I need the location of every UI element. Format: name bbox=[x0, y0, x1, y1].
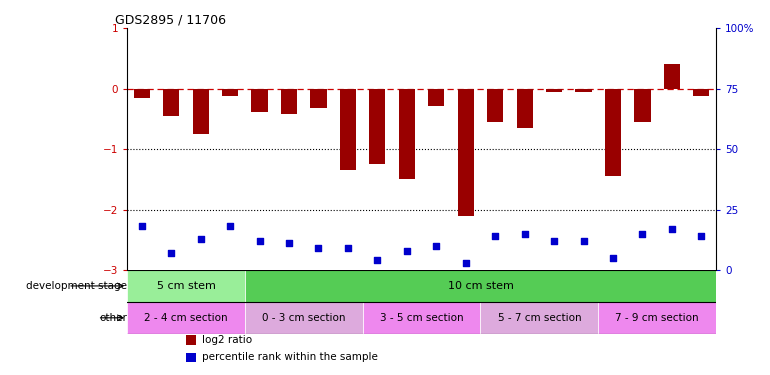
Point bbox=[578, 238, 590, 244]
Point bbox=[342, 245, 354, 251]
Bar bbox=[245, 302, 363, 334]
Text: 5 cm stem: 5 cm stem bbox=[156, 281, 216, 291]
Bar bbox=[634, 88, 651, 122]
Point bbox=[224, 224, 236, 230]
Point bbox=[313, 245, 325, 251]
Bar bbox=[127, 270, 245, 302]
Bar bbox=[186, 352, 196, 362]
Text: log2 ratio: log2 ratio bbox=[203, 335, 253, 345]
Text: other: other bbox=[99, 313, 127, 323]
Text: 0 - 3 cm section: 0 - 3 cm section bbox=[262, 313, 346, 323]
Bar bbox=[428, 88, 444, 105]
Bar bbox=[546, 88, 562, 92]
Point bbox=[489, 233, 501, 239]
Point bbox=[165, 250, 177, 256]
Bar bbox=[399, 88, 415, 179]
Point bbox=[253, 238, 266, 244]
Bar bbox=[245, 270, 716, 302]
Text: 5 - 7 cm section: 5 - 7 cm section bbox=[497, 313, 581, 323]
Bar bbox=[340, 88, 356, 170]
Bar bbox=[480, 302, 598, 334]
Bar bbox=[134, 88, 150, 98]
Point bbox=[136, 224, 148, 230]
Point bbox=[666, 226, 678, 232]
Point bbox=[548, 238, 561, 244]
Bar bbox=[487, 88, 504, 122]
Bar bbox=[252, 88, 268, 112]
Bar bbox=[575, 88, 591, 92]
Point bbox=[607, 255, 619, 261]
Bar bbox=[186, 335, 196, 345]
Text: 10 cm stem: 10 cm stem bbox=[447, 281, 514, 291]
Bar bbox=[457, 88, 474, 216]
Bar bbox=[222, 88, 238, 96]
Bar bbox=[363, 302, 480, 334]
Bar bbox=[192, 88, 209, 134]
Point bbox=[283, 240, 295, 246]
Point bbox=[371, 257, 383, 263]
Point bbox=[460, 260, 472, 266]
Bar bbox=[370, 88, 386, 164]
Bar bbox=[163, 88, 179, 116]
Bar bbox=[517, 88, 533, 128]
Point bbox=[636, 231, 648, 237]
Text: 2 - 4 cm section: 2 - 4 cm section bbox=[144, 313, 228, 323]
Bar bbox=[310, 88, 326, 108]
Point bbox=[195, 236, 207, 242]
Bar bbox=[281, 88, 297, 114]
Text: 7 - 9 cm section: 7 - 9 cm section bbox=[615, 313, 699, 323]
Bar bbox=[693, 88, 709, 96]
Point bbox=[430, 243, 443, 249]
Point bbox=[695, 233, 708, 239]
Bar bbox=[127, 302, 245, 334]
Text: GDS2895 / 11706: GDS2895 / 11706 bbox=[116, 14, 226, 27]
Bar bbox=[598, 302, 716, 334]
Bar bbox=[605, 88, 621, 176]
Point bbox=[518, 231, 531, 237]
Point bbox=[400, 248, 413, 254]
Text: percentile rank within the sample: percentile rank within the sample bbox=[203, 352, 378, 362]
Text: 3 - 5 cm section: 3 - 5 cm section bbox=[380, 313, 464, 323]
Text: development stage: development stage bbox=[26, 281, 127, 291]
Bar bbox=[664, 64, 680, 88]
